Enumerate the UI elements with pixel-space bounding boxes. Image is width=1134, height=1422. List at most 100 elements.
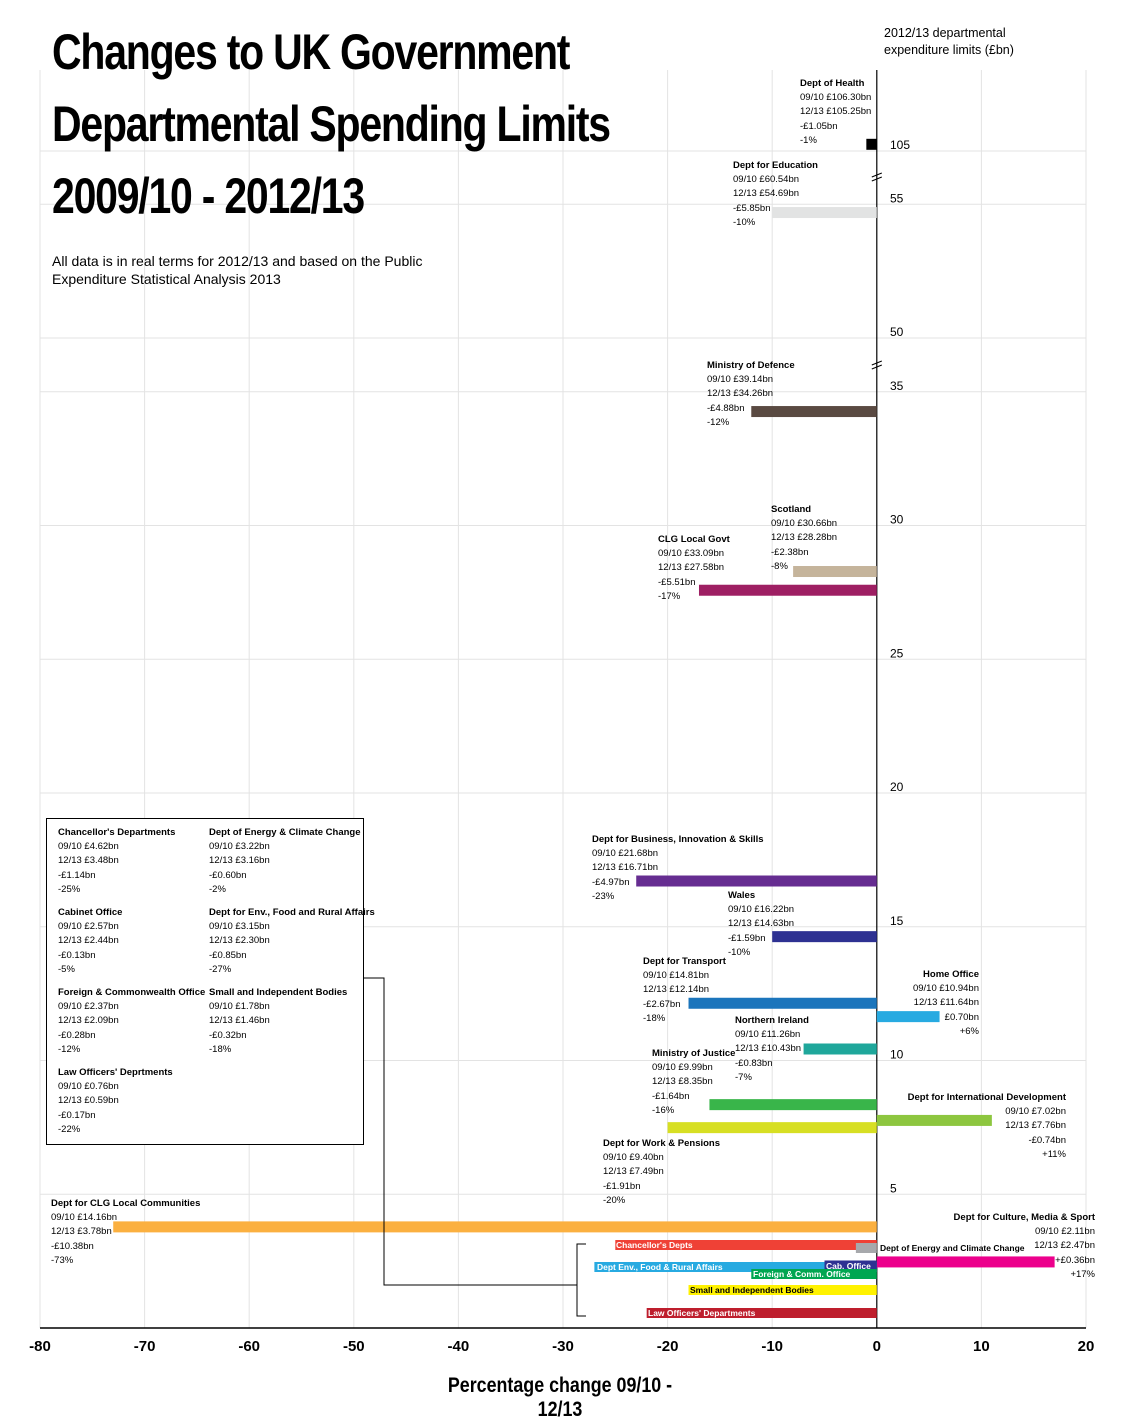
legend-item: Small and Independent Bodies 09/10 £1.78b… (209, 986, 347, 1057)
department-v0910: 09/10 £11.26bn (735, 1029, 801, 1041)
bar-dept-for-international-development (876, 1114, 992, 1126)
legend-item: Foreign & Commonwealth Office 09/10 £2.37… (58, 986, 205, 1057)
small-bar-label: Chancellor's Depts (616, 1240, 693, 1250)
small-bar (615, 1240, 877, 1250)
title-line-3: 2009/10 - 2012/13 (52, 168, 365, 224)
chart-title: Changes to UK Government Departmental Sp… (52, 16, 611, 232)
department-v0910: 09/10 £14.16bn (51, 1212, 118, 1224)
department-change: -£1.91bn (603, 1180, 641, 1192)
x-tick-label: -10 (761, 1338, 783, 1355)
small-bar-label: Dept Env., Food & Rural Affairs (597, 1262, 723, 1272)
department-v1213: 12/13 £27.58bn (658, 562, 725, 574)
department-v0910: 09/10 £7.02bn (1005, 1106, 1066, 1118)
department-change: -£4.97bn (592, 876, 630, 888)
department-v0910: 09/10 £14.81bn (643, 970, 710, 982)
axis-break-mark (871, 360, 882, 366)
department-pct: -10% (728, 946, 751, 958)
department-name: Dept for Transport (643, 956, 726, 967)
department-v0910: 09/10 £33.09bn (658, 548, 725, 560)
legend-item: Chancellor's Departments 09/10 £4.62bn 12/… (58, 826, 175, 897)
y-tick-label: 5 (890, 1181, 897, 1195)
department-pct: -8% (771, 560, 788, 572)
legend-change: -£0.28bn (58, 1029, 96, 1041)
department-v1213: 12/13 £28.28bn (771, 532, 838, 544)
department-name: Scotland (771, 504, 812, 515)
department-change: -£2.38bn (771, 546, 809, 558)
x-tick-label: 0 (873, 1338, 881, 1355)
department-pct: +17% (1070, 1268, 1095, 1280)
legend-v1213: 12/13 £2.09bn (58, 1015, 119, 1027)
x-tick-label: -20 (657, 1338, 679, 1355)
legend-name: Chancellor's Departments (58, 827, 176, 838)
legend-pct: -12% (58, 1043, 81, 1055)
department-name: CLG Local Govt (658, 534, 730, 545)
legend-pct: -2% (209, 883, 226, 895)
department-name: Ministry of Justice (652, 1048, 736, 1059)
department-name: Dept for International Development (907, 1092, 1066, 1103)
department-v1213: 12/13 £11.64bn (913, 997, 979, 1009)
x-tick-label: 20 (1078, 1338, 1095, 1355)
legend-v0910: 09/10 £3.15bn (209, 921, 270, 933)
legend-name: Dept for Env., Food and Rural Affairs (209, 907, 375, 918)
department-label: Dept of Health 09/10 £106.30bn 12/13 £105.… (800, 77, 871, 148)
small-bar (594, 1262, 877, 1272)
department-label: CLG Local Govt 09/10 £33.09bn 12/13 £27.58… (658, 533, 730, 604)
y-tick-label: 35 (890, 379, 904, 393)
department-name: Home Office (923, 969, 979, 980)
department-name: Dept for Work & Pensions (603, 1138, 721, 1149)
department-pct: +6% (959, 1025, 979, 1037)
department-label: Dept for Culture, Media & Sport 09/10 £2.… (954, 1211, 1095, 1282)
department-v1213: 12/13 £14.63bn (728, 918, 795, 930)
x-tick-label: -70 (134, 1338, 156, 1355)
axis-break-mark (871, 176, 882, 182)
small-bar-label: Small and Independent Bodies (690, 1285, 814, 1295)
bar-northern-ireland (803, 1043, 877, 1055)
department-change: -£5.51bn (658, 576, 696, 588)
legend-v1213: 12/13 £2.44bn (58, 935, 119, 947)
bar-clg-local-govt (698, 584, 877, 596)
small-bar (855, 1243, 877, 1253)
x-tick-label: -80 (29, 1338, 51, 1355)
legend-v0910: 09/10 £2.57bn (58, 921, 119, 933)
department-pct: -23% (592, 890, 615, 902)
department-pct: -1% (800, 134, 817, 146)
legend-v1213: 12/13 £0.59bn (58, 1095, 119, 1107)
bar-dept-for-transport (688, 997, 877, 1009)
department-change: -£1.59bn (728, 932, 766, 944)
department-pct: -10% (733, 216, 756, 228)
department-pct: -16% (652, 1104, 675, 1116)
legend-connector (362, 977, 577, 1286)
department-change: -£5.85bn (733, 202, 771, 214)
legend-pct: -27% (209, 963, 232, 975)
y-tick-label: 55 (890, 191, 904, 205)
bar-dept-for-business-innovation-skills (636, 875, 877, 887)
x-tick-label: 10 (973, 1338, 990, 1355)
y-tick-label: 15 (890, 914, 904, 928)
legend-name: Law Officers' Deprtments (58, 1067, 173, 1078)
department-name: Dept of Health (800, 78, 865, 89)
department-label: Dept for Work & Pensions 09/10 £9.40bn 12/… (603, 1137, 720, 1208)
bar-dept-for-work-pensions (667, 1122, 877, 1134)
small-departments-legend: Chancellor's Departments 09/10 £4.62bn 12/… (46, 818, 375, 1145)
department-v1213: 12/13 £54.69bn (733, 188, 800, 200)
legend-pct: -5% (58, 963, 75, 975)
department-v1213: 12/13 £7.49bn (603, 1166, 664, 1178)
department-name: Wales (728, 890, 756, 901)
department-v0910: 09/10 £21.68bn (592, 848, 659, 860)
department-label: Scotland 09/10 £30.66bn 12/13 £28.28bn -£2.… (771, 503, 837, 574)
department-label: Wales 09/10 £16.22bn 12/13 £14.63bn -£1.59b… (728, 889, 794, 960)
department-pct: -73% (51, 1254, 74, 1266)
x-tick-label: -50 (343, 1338, 365, 1355)
department-pct: -18% (643, 1012, 666, 1024)
bar-dept-for-education (772, 207, 877, 219)
legend-item: Dept for Env., Food and Rural Affairs 09/… (209, 906, 375, 977)
department-v1213: 12/13 £34.26bn (707, 388, 774, 400)
department-v0910: 09/10 £9.99bn (652, 1062, 713, 1074)
department-v1213: 12/13 £3.78bn (51, 1226, 112, 1238)
title-line-1: Changes to UK Government (52, 24, 570, 80)
small-bar-label: Dept of Energy and Climate Change (880, 1243, 1025, 1253)
department-label: Dept for Education 09/10 £60.54bn 12/13 £5… (733, 159, 818, 230)
legend-item: Dept of Energy & Climate Change 09/10 £3.… (209, 826, 361, 897)
department-v1213: 12/13 £105.25bn (800, 106, 872, 118)
bar-home-office (876, 1011, 940, 1023)
